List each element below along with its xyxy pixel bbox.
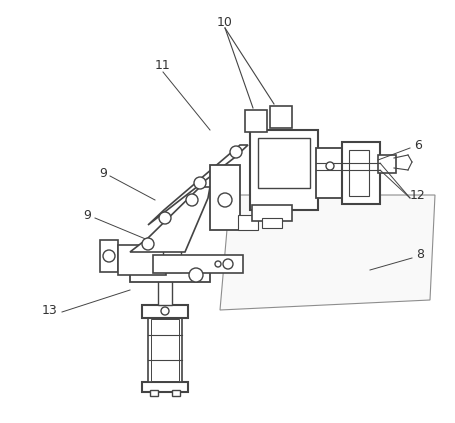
Bar — [151, 319, 179, 381]
Text: 8: 8 — [416, 248, 424, 261]
Bar — [158, 280, 172, 305]
Bar — [378, 155, 396, 173]
Circle shape — [194, 177, 206, 189]
Circle shape — [103, 250, 115, 262]
Bar — [163, 250, 181, 272]
Circle shape — [218, 193, 232, 207]
Bar — [342, 142, 380, 204]
Polygon shape — [220, 195, 435, 310]
Circle shape — [186, 194, 198, 206]
Bar — [250, 130, 318, 210]
Circle shape — [230, 146, 242, 158]
Bar — [245, 110, 267, 132]
Bar — [100, 240, 118, 272]
Circle shape — [161, 307, 169, 315]
Bar — [210, 165, 240, 230]
Polygon shape — [130, 187, 210, 252]
Circle shape — [142, 238, 154, 250]
Polygon shape — [148, 145, 248, 225]
Bar — [130, 268, 210, 282]
Bar — [270, 106, 292, 128]
Bar — [142, 382, 188, 392]
Circle shape — [159, 212, 171, 224]
Bar — [142, 305, 188, 318]
Circle shape — [189, 268, 203, 282]
Text: 6: 6 — [414, 138, 422, 151]
Bar — [150, 390, 158, 396]
Circle shape — [223, 259, 233, 269]
Text: 9: 9 — [99, 167, 107, 179]
Bar — [316, 148, 344, 198]
Bar — [153, 255, 243, 273]
Text: 11: 11 — [155, 58, 171, 71]
Text: 13: 13 — [42, 303, 58, 316]
Bar — [238, 215, 258, 230]
Circle shape — [326, 162, 334, 170]
Text: 9: 9 — [83, 209, 91, 222]
Bar — [258, 138, 310, 188]
Circle shape — [215, 261, 221, 267]
Text: 10: 10 — [217, 16, 233, 28]
Bar — [118, 245, 166, 275]
Bar — [148, 318, 182, 382]
Bar — [262, 218, 282, 228]
Bar — [252, 205, 292, 221]
Bar — [349, 150, 369, 196]
Text: 12: 12 — [410, 189, 426, 201]
Bar — [172, 390, 180, 396]
